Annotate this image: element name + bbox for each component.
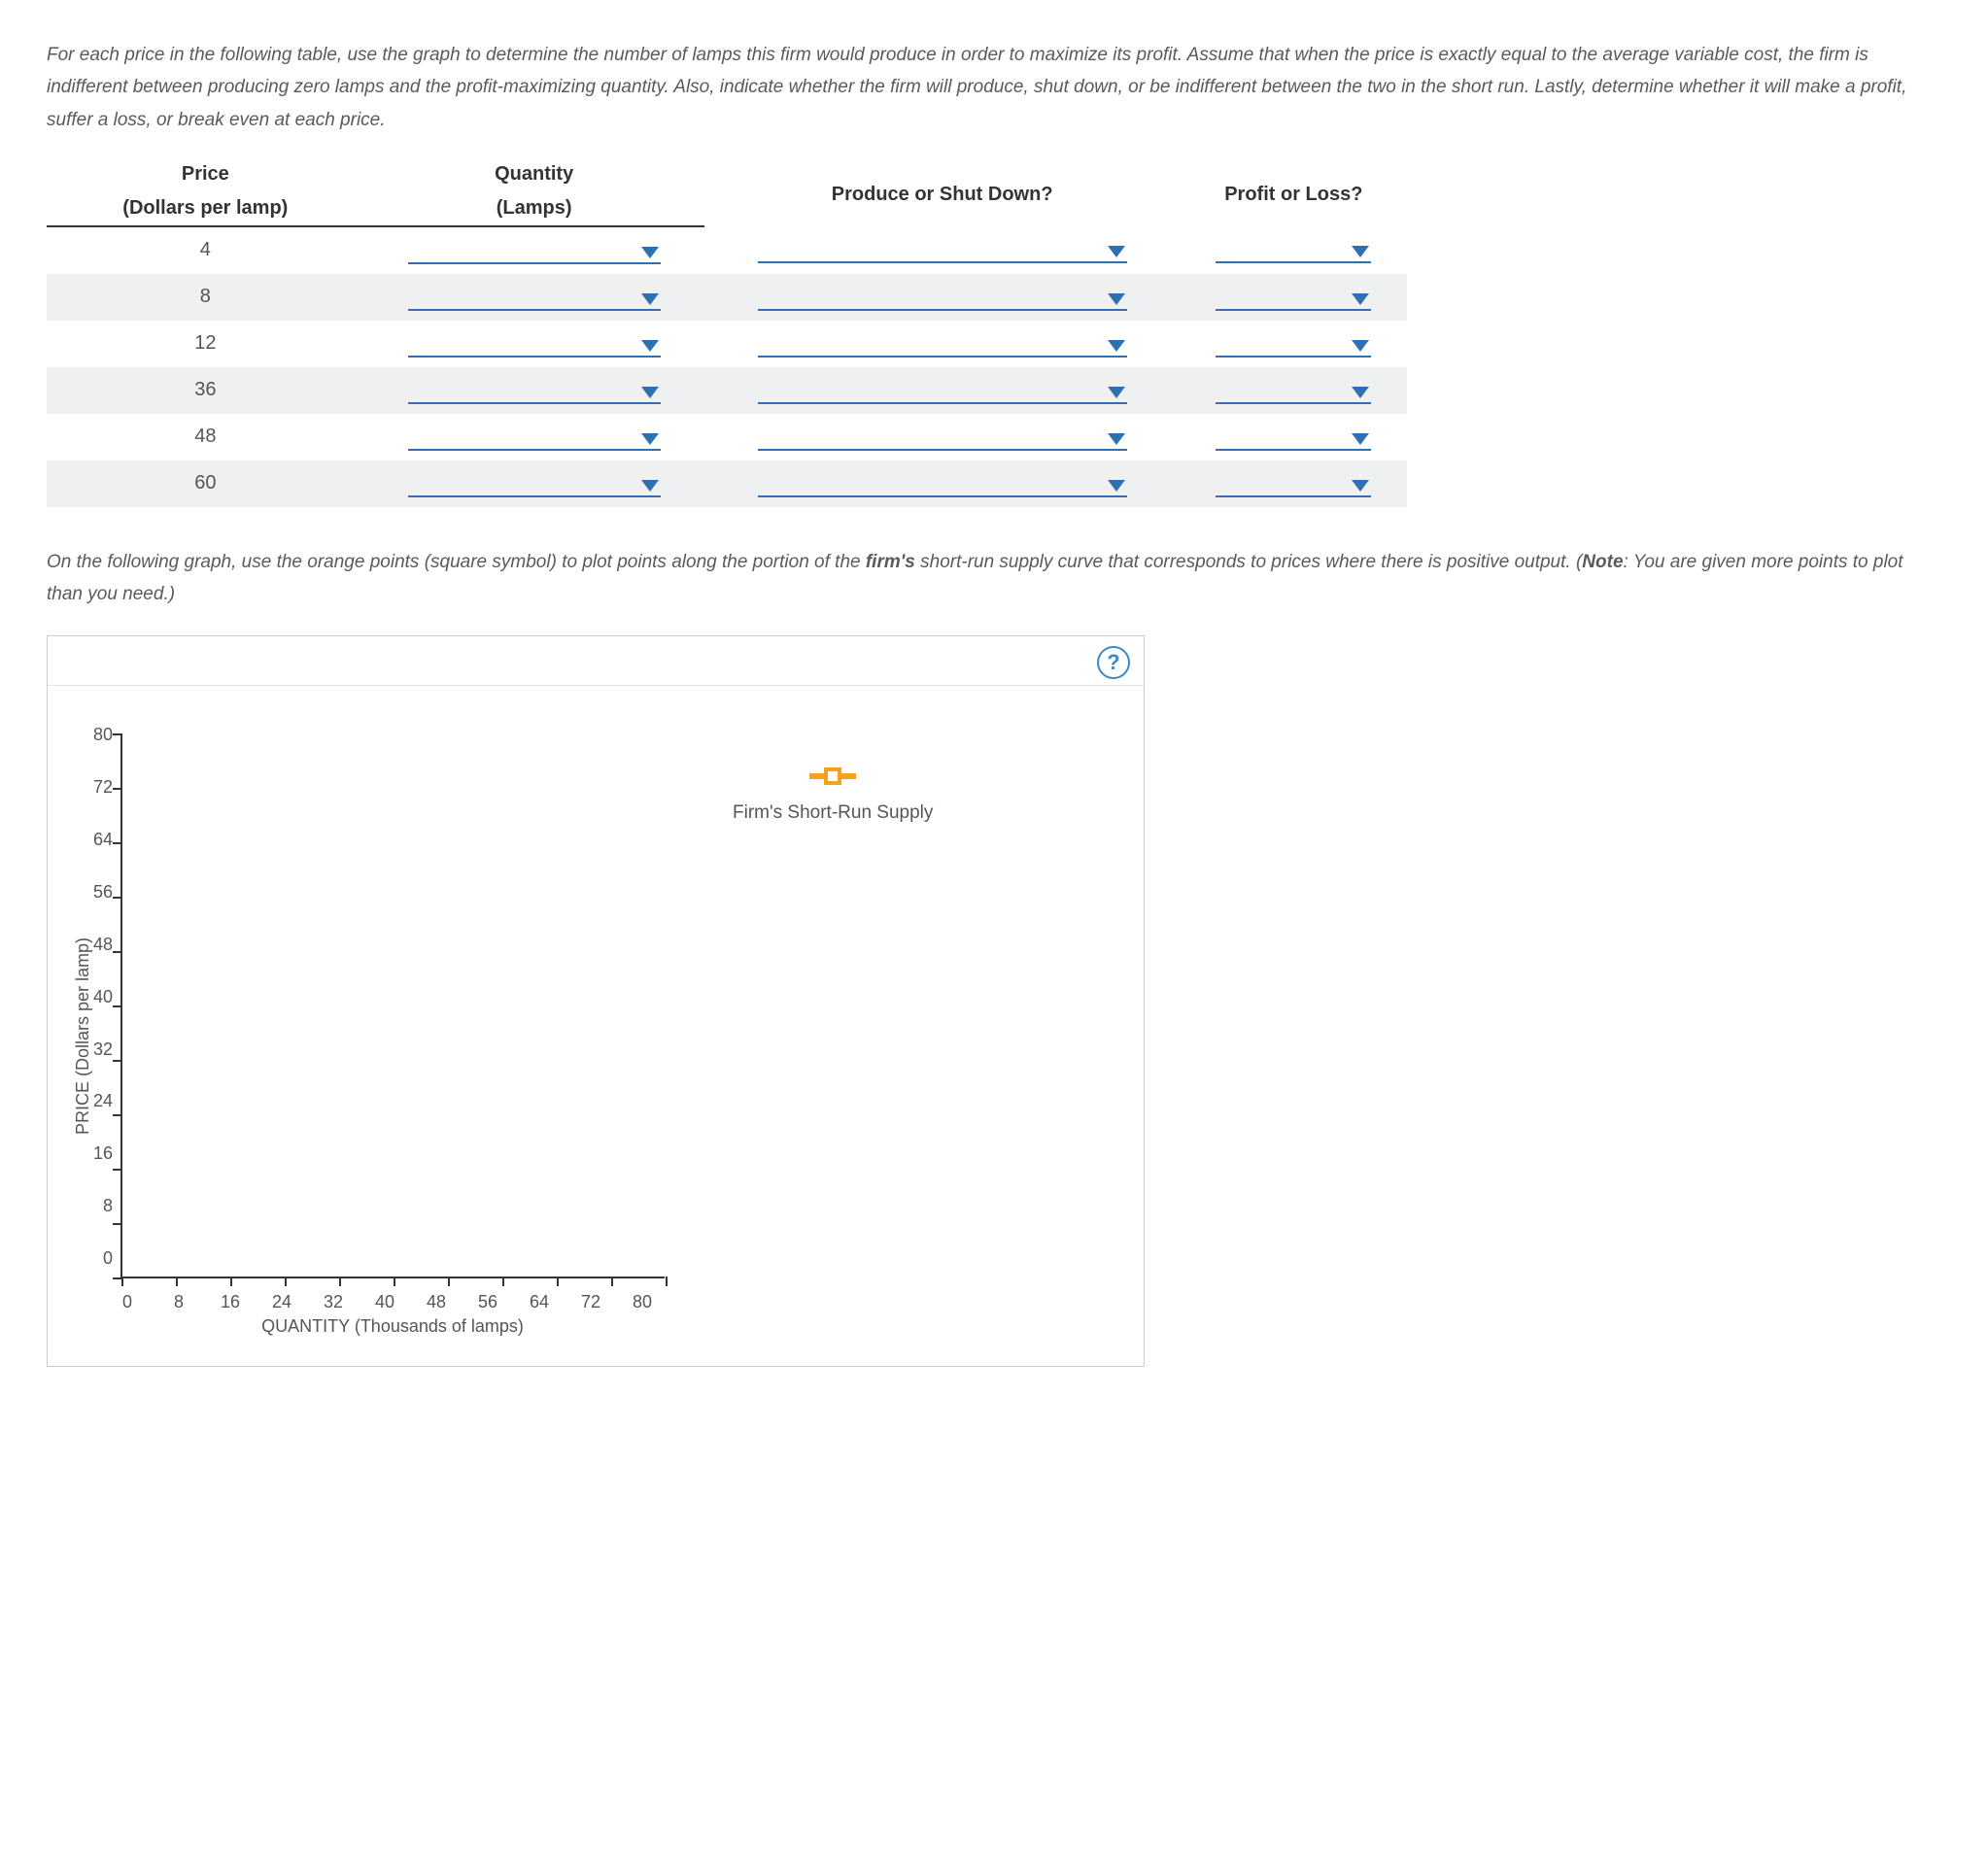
ytick-label: 64: [93, 830, 113, 850]
chevron-down-icon: [1352, 480, 1369, 492]
price-cell: 12: [47, 321, 364, 367]
th-price-sub: (Dollars per lamp): [47, 191, 364, 226]
xtick-label: 8: [164, 1292, 193, 1312]
profit-loss-dropdown[interactable]: [1216, 330, 1371, 358]
chevron-down-icon: [641, 433, 659, 445]
graph-instructions: On the following graph, use the orange p…: [47, 546, 1941, 611]
instructions-text: For each price in the following table, u…: [47, 39, 1941, 136]
chevron-down-icon: [641, 247, 659, 258]
chevron-down-icon: [641, 480, 659, 492]
quantity-dropdown[interactable]: [408, 237, 661, 264]
table-row: 48: [47, 414, 1407, 460]
xtick-label: 72: [576, 1292, 605, 1312]
ytick-label: 8: [103, 1196, 113, 1216]
legend: Firm's Short-Run Supply: [733, 764, 933, 1337]
xtick-label: 80: [628, 1292, 657, 1312]
table-row: 36: [47, 367, 1407, 414]
price-cell: 60: [47, 460, 364, 507]
profit-loss-dropdown[interactable]: [1216, 377, 1371, 404]
x-axis-ticks: 0 8 16 24 32 40 48 56 64 72 80: [113, 1278, 657, 1312]
quantity-dropdown[interactable]: [408, 424, 661, 451]
xtick-label: 0: [113, 1292, 142, 1312]
table-row: 12: [47, 321, 1407, 367]
chevron-down-icon: [641, 340, 659, 352]
xtick-label: 24: [267, 1292, 296, 1312]
th-qty-sub: (Lamps): [364, 191, 704, 226]
table-row: 8: [47, 274, 1407, 321]
price-cell: 48: [47, 414, 364, 460]
chevron-down-icon: [1352, 246, 1369, 257]
y-axis-ticks: 80726456484032241680: [93, 725, 120, 1269]
price-cell: 4: [47, 226, 364, 274]
produce-shutdown-dropdown[interactable]: [758, 424, 1127, 451]
xtick-label: 64: [525, 1292, 554, 1312]
profit-loss-dropdown[interactable]: [1216, 236, 1371, 263]
legend-label: Firm's Short-Run Supply: [733, 802, 933, 824]
xtick-label: 32: [319, 1292, 348, 1312]
x-axis-label: QUANTITY (Thousands of lamps): [120, 1316, 665, 1337]
marker-bar-icon: [840, 773, 856, 779]
graph-panel: ? PRICE (Dollars per lamp) 8072645648403…: [47, 635, 1145, 1367]
profit-loss-dropdown[interactable]: [1216, 284, 1371, 311]
xtick-label: 56: [473, 1292, 502, 1312]
produce-shutdown-dropdown[interactable]: [758, 330, 1127, 358]
chevron-down-icon: [1108, 387, 1125, 398]
produce-shutdown-dropdown[interactable]: [758, 470, 1127, 497]
ytick-label: 24: [93, 1091, 113, 1111]
ytick-label: 80: [93, 725, 113, 745]
y-axis-label: PRICE (Dollars per lamp): [67, 734, 93, 1337]
ytick-label: 48: [93, 935, 113, 955]
ytick-label: 72: [93, 777, 113, 798]
chevron-down-icon: [1352, 387, 1369, 398]
price-cell: 8: [47, 274, 364, 321]
produce-shutdown-dropdown[interactable]: [758, 377, 1127, 404]
ytick-label: 32: [93, 1039, 113, 1060]
xtick-label: 48: [422, 1292, 451, 1312]
chevron-down-icon: [1352, 340, 1369, 352]
chevron-down-icon: [1108, 433, 1125, 445]
chevron-down-icon: [641, 293, 659, 305]
quantity-dropdown[interactable]: [408, 330, 661, 358]
th-produce-shutdown: Produce or Shut Down?: [704, 163, 1181, 226]
th-price-top: Price: [47, 163, 364, 191]
produce-shutdown-dropdown[interactable]: [758, 284, 1127, 311]
chart-plot-area[interactable]: [120, 734, 665, 1278]
profit-loss-dropdown[interactable]: [1216, 424, 1371, 451]
price-cell: 36: [47, 367, 364, 414]
produce-shutdown-dropdown[interactable]: [758, 236, 1127, 263]
chevron-down-icon: [1108, 293, 1125, 305]
xtick-label: 40: [370, 1292, 399, 1312]
chevron-down-icon: [1352, 433, 1369, 445]
chevron-down-icon: [1108, 480, 1125, 492]
quantity-dropdown[interactable]: [408, 470, 661, 497]
ytick-label: 0: [103, 1248, 113, 1269]
marker-bar-icon: [809, 773, 825, 779]
price-table: Price Quantity Produce or Shut Down? Pro…: [47, 163, 1407, 507]
supply-marker-tool[interactable]: [809, 767, 856, 785]
chevron-down-icon: [641, 387, 659, 398]
help-button[interactable]: ?: [1097, 646, 1130, 679]
th-qty-top: Quantity: [364, 163, 704, 191]
profit-loss-dropdown[interactable]: [1216, 470, 1371, 497]
table-row: 60: [47, 460, 1407, 507]
ytick-label: 40: [93, 987, 113, 1007]
ytick-label: 56: [93, 882, 113, 902]
table-row: 4: [47, 226, 1407, 274]
square-marker-icon: [824, 767, 841, 785]
ytick-label: 16: [93, 1143, 113, 1164]
quantity-dropdown[interactable]: [408, 284, 661, 311]
th-profit-loss: Profit or Loss?: [1181, 163, 1407, 226]
chevron-down-icon: [1108, 340, 1125, 352]
chevron-down-icon: [1352, 293, 1369, 305]
quantity-dropdown[interactable]: [408, 377, 661, 404]
xtick-label: 16: [216, 1292, 245, 1312]
chevron-down-icon: [1108, 246, 1125, 257]
